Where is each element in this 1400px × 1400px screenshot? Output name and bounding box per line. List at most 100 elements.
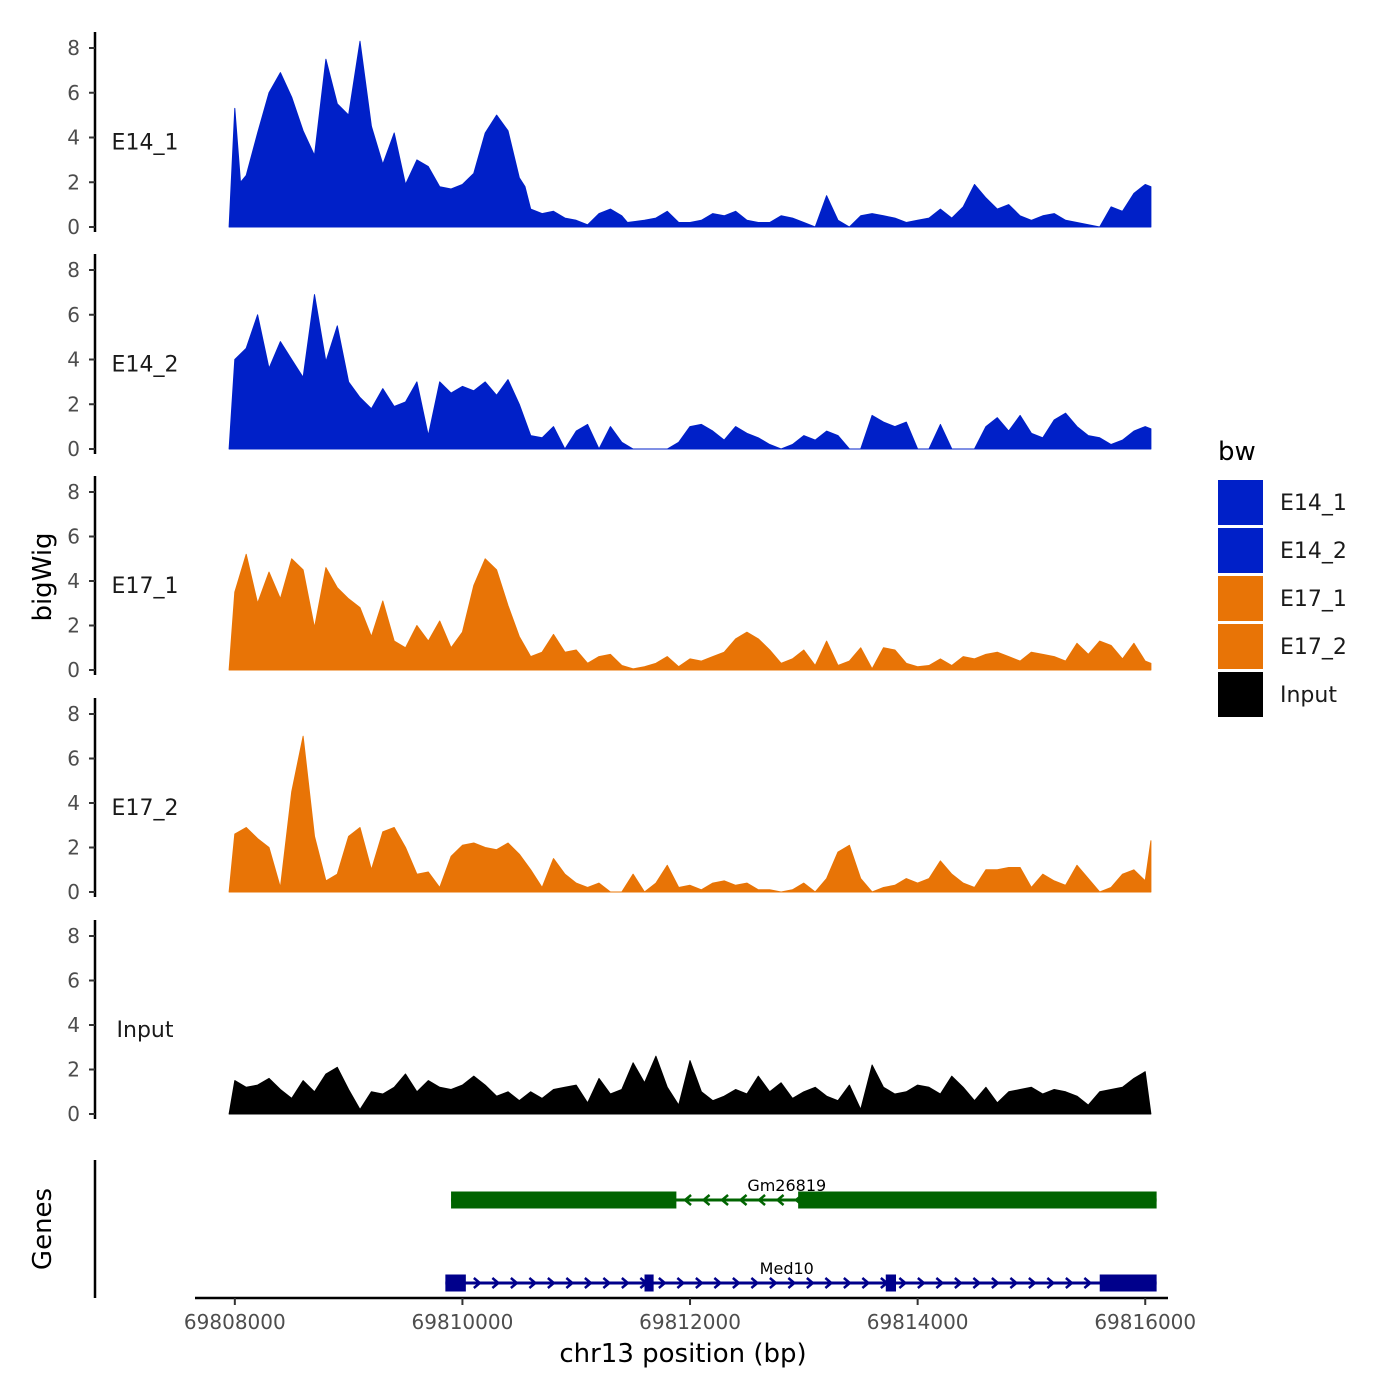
track-label-Input: Input [117, 1018, 174, 1043]
x-tick-label: 69810000 [412, 1310, 514, 1334]
y-tick-label: 8 [67, 480, 80, 504]
gene-annotation-track: Gm26819 Med10 [93, 1160, 1157, 1298]
track-Input: 0 2 4 6 8 Input [67, 920, 1152, 1126]
legend-label-E17_1: E17_1 [1280, 587, 1347, 612]
gene-exon [451, 1191, 677, 1209]
strand-arrow [732, 1277, 741, 1289]
strand-arrow [695, 1277, 704, 1289]
track-E17_1: 0 2 4 6 8 E17_1 [67, 476, 1152, 682]
area-E17_2 [228, 735, 1152, 893]
x-tick-label: 69812000 [639, 1310, 741, 1334]
y-tick-label: 0 [67, 658, 80, 682]
x-tick-label: 69808000 [184, 1310, 286, 1334]
gene-exon [644, 1274, 654, 1292]
track-E14_1: 0 2 4 6 8 E14_1 [67, 32, 1152, 239]
y-tick-label: 0 [67, 1102, 80, 1126]
track-label-E17_2: E17_2 [112, 796, 179, 821]
y-tick-label: 0 [67, 437, 80, 461]
gene-Med10: Med10 [445, 1259, 1157, 1292]
strand-arrow [683, 1194, 692, 1206]
strand-arrow [991, 1277, 1000, 1289]
strand-arrow [898, 1277, 908, 1289]
y-tick-label: 8 [67, 258, 80, 282]
legend-swatch-E14_2 [1218, 528, 1263, 573]
y-tick-label: 2 [67, 836, 80, 860]
track-label-E14_2: E14_2 [112, 353, 179, 378]
strand-arrow [584, 1277, 593, 1289]
area-E14_1 [228, 40, 1152, 228]
strand-arrow [720, 1194, 729, 1206]
strand-arrow [1009, 1277, 1019, 1289]
strand-arrow [510, 1277, 519, 1289]
x-axis: 69808000 69810000 69812000 69814000 69816000 [184, 1296, 1196, 1334]
track-E14_2: 0 2 4 6 8 E14_2 [67, 254, 1152, 461]
genes-axis-title: Genes [28, 1188, 58, 1270]
gene-Gm26819: Gm26819 [451, 1176, 1157, 1209]
strand-arrow [787, 1277, 797, 1289]
strand-arrow [972, 1277, 982, 1289]
y-tick-label: 4 [67, 348, 80, 372]
y-tick-label: 8 [67, 702, 80, 726]
gene-exon [798, 1191, 1157, 1209]
legend-label-Input: Input [1280, 683, 1337, 708]
y-tick-label: 6 [67, 969, 80, 993]
legend-title: bw [1218, 437, 1256, 467]
x-axis-title: chr13 position (bp) [559, 1339, 806, 1369]
strand-arrow [713, 1277, 723, 1289]
y-tick-label: 4 [67, 126, 80, 150]
strand-arrow [528, 1277, 538, 1289]
gene-exon [885, 1274, 897, 1292]
strand-arrow [775, 1194, 785, 1206]
strand-arrow [824, 1277, 834, 1289]
gene-exon [1099, 1274, 1157, 1292]
strand-arrow [861, 1277, 871, 1289]
strand-arrow [843, 1277, 852, 1289]
y-tick-label: 6 [67, 81, 80, 105]
bigwig-tracks: 0 2 4 6 8 E14_1 0 2 4 6 8 E14_2 0 2 4 6 8 E17_1 0 2 4 6 8 E17_2… [67, 32, 1152, 1126]
strand-arrow [917, 1277, 926, 1289]
track-label-E17_1: E17_1 [112, 574, 179, 599]
strand-arrow [750, 1277, 760, 1289]
strand-arrow [1046, 1277, 1056, 1289]
y-tick-label: 2 [67, 170, 80, 194]
y-tick-label: 4 [67, 1013, 80, 1037]
strand-arrow [954, 1277, 963, 1289]
y-tick-label: 4 [67, 791, 80, 815]
legend: bw E14_1 E14_2 E17_1 E17_2 Input [1218, 437, 1347, 717]
track-E17_2: 0 2 4 6 8 E17_2 [67, 698, 1152, 904]
area-Input [228, 1055, 1152, 1115]
strand-arrow [473, 1277, 482, 1289]
x-tick-label: 69816000 [1094, 1310, 1196, 1334]
strand-arrow [547, 1277, 556, 1289]
legend-swatch-E14_1 [1218, 480, 1263, 525]
x-tick-label: 69814000 [867, 1310, 969, 1334]
strand-arrow [757, 1194, 766, 1206]
y-tick-label: 6 [67, 303, 80, 327]
y-tick-label: 0 [67, 880, 80, 904]
gene-label: Gm26819 [747, 1176, 826, 1195]
area-E17_1 [228, 553, 1152, 671]
y-tick-label: 2 [67, 1058, 80, 1082]
strand-arrow [565, 1277, 575, 1289]
legend-label-E17_2: E17_2 [1280, 635, 1347, 660]
y-tick-label: 4 [67, 569, 80, 593]
legend-swatch-Input [1218, 672, 1263, 717]
legend-label-E14_2: E14_2 [1280, 539, 1347, 564]
legend-swatch-E17_2 [1218, 624, 1263, 669]
strand-arrow [621, 1277, 630, 1289]
strand-arrow [602, 1277, 612, 1289]
gene-label: Med10 [760, 1259, 814, 1278]
y-tick-label: 0 [67, 215, 80, 239]
y-tick-label: 8 [67, 924, 80, 948]
strand-arrow [1028, 1277, 1037, 1289]
strand-arrow [738, 1194, 748, 1206]
legend-label-E14_1: E14_1 [1280, 491, 1347, 516]
y-tick-label: 2 [67, 392, 80, 416]
y-tick-label: 2 [67, 614, 80, 638]
legend-swatch-E17_1 [1218, 576, 1263, 621]
area-E14_2 [228, 294, 1152, 450]
strand-arrow [935, 1277, 945, 1289]
y-tick-label: 6 [67, 747, 80, 771]
strand-arrow [1065, 1277, 1074, 1289]
strand-arrow [701, 1194, 711, 1206]
